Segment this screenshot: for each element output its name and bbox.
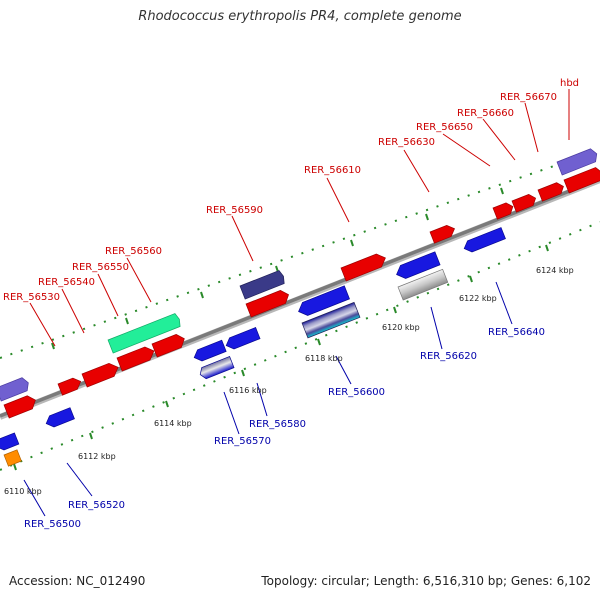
gene-label[interactable]: RER_56600 (328, 387, 385, 398)
map-title: Rhodococcus erythropolis PR4, complete g… (138, 9, 462, 24)
gene-arrow[interactable] (151, 332, 187, 358)
forward-genes (0, 147, 600, 419)
gene-label[interactable]: RER_56660 (457, 108, 514, 119)
gene-label[interactable]: RER_56540 (38, 277, 95, 288)
gene-arrow[interactable] (0, 432, 20, 452)
tick-label: 6112 kbp (78, 452, 116, 461)
gene-arrow[interactable] (492, 201, 515, 220)
gene-arrow[interactable] (192, 339, 227, 363)
reverse-gene-labels: RER_56500 RER_56520 RER_56570 RER_56580 … (24, 327, 545, 530)
gene-arrow[interactable] (556, 147, 599, 176)
gene-label[interactable]: RER_56640 (488, 327, 545, 338)
accession-text: Accession: NC_012490 (9, 574, 146, 588)
gene-arrow[interactable] (81, 361, 121, 388)
gene-arrow[interactable] (397, 268, 449, 301)
gene-arrow[interactable] (340, 251, 388, 282)
reverse-guide-track (0, 221, 600, 471)
gene-arrow[interactable] (296, 285, 350, 318)
tick-label: 6124 kbp (536, 266, 574, 275)
reverse-leader-lines (23, 281, 513, 517)
gene-arrow[interactable] (116, 344, 157, 372)
gene-arrow[interactable] (429, 223, 457, 244)
topology-text: Topology: circular; Length: 6,516,310 bp… (261, 574, 591, 588)
gene-label[interactable]: hbd (560, 78, 579, 89)
forward-leader-lines (29, 89, 570, 347)
tick-label: 6116 kbp (229, 386, 267, 395)
gene-label[interactable]: RER_56630 (378, 137, 435, 148)
gene-arrow[interactable] (224, 327, 261, 351)
gene-label[interactable]: RER_56650 (416, 122, 473, 133)
gene-label[interactable]: RER_56530 (3, 292, 60, 303)
gene-label[interactable]: RER_56550 (72, 262, 129, 273)
gene-arrow[interactable] (3, 394, 38, 419)
gene-label[interactable]: RER_56520 (68, 500, 125, 511)
gene-label[interactable]: RER_56620 (420, 351, 477, 362)
gene-label[interactable]: RER_56580 (249, 419, 306, 430)
reverse-genes (0, 227, 506, 467)
gene-arrow[interactable] (462, 227, 506, 255)
gene-arrow[interactable] (537, 181, 566, 202)
gene-label[interactable]: RER_56670 (500, 92, 557, 103)
gene-label[interactable]: RER_56590 (206, 205, 263, 216)
gene-arrow[interactable] (44, 407, 75, 429)
gene-arrow[interactable] (245, 288, 291, 318)
tick-label: 6114 kbp (154, 419, 192, 428)
gene-arrow[interactable] (301, 301, 361, 339)
tick-label: 6120 kbp (382, 323, 420, 332)
gene-arrow[interactable] (394, 251, 441, 281)
coordinate-tick-labels: 6110 kbp 6112 kbp 6114 kbp 6116 kbp 6118… (4, 266, 574, 496)
forward-gene-labels: RER_56530 RER_56540 RER_56550 RER_56560 … (3, 78, 579, 303)
gene-arrow[interactable] (3, 449, 22, 467)
gene-arrow[interactable] (107, 313, 182, 354)
reverse-major-ticks (13, 244, 549, 471)
gene-label[interactable]: RER_56610 (304, 165, 361, 176)
gene-arrow[interactable] (198, 356, 235, 380)
gene-label[interactable]: RER_56560 (105, 246, 162, 257)
gene-arrow[interactable] (0, 376, 31, 402)
tick-label: 6110 kbp (4, 487, 42, 496)
tick-label: 6118 kbp (305, 354, 343, 363)
forward-guide-track (0, 149, 600, 359)
gene-arrow[interactable] (511, 193, 538, 213)
tick-label: 6122 kbp (459, 294, 497, 303)
gene-label[interactable]: RER_56500 (24, 519, 81, 530)
gene-arrow[interactable] (239, 270, 286, 300)
gene-arrow[interactable] (57, 376, 83, 396)
gene-arrow[interactable] (563, 166, 600, 194)
gene-label[interactable]: RER_56570 (214, 436, 271, 447)
